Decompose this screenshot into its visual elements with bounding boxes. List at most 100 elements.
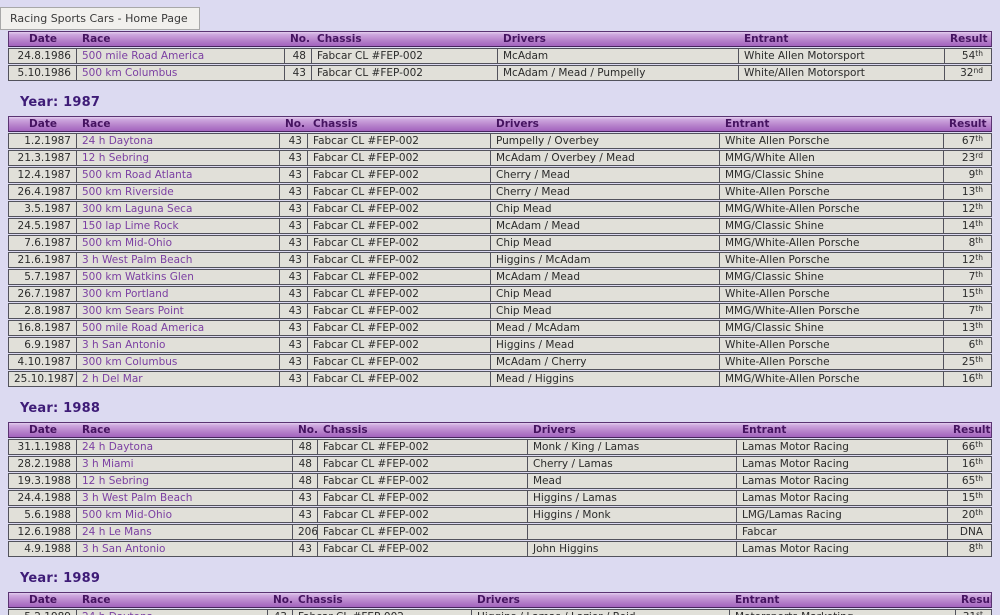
cell-chassis: Fabcar CL #FEP-002	[308, 133, 491, 149]
cell-drivers: McAdam / Overbey / Mead	[491, 150, 720, 166]
cell-race: 2 h Del Mar	[77, 371, 280, 387]
race-link[interactable]: 300 km Sears Point	[82, 305, 184, 317]
cell-no: 43	[280, 218, 308, 234]
cell-no: 43	[280, 133, 308, 149]
cell-drivers: Higgins / Mead	[491, 337, 720, 353]
cell-no: 43	[280, 150, 308, 166]
cell-chassis: Fabcar CL #FEP-002	[308, 201, 491, 217]
race-link[interactable]: 500 mile Road America	[82, 50, 205, 62]
race-link[interactable]: 3 h San Antonio	[82, 339, 166, 351]
column-header-chassis: Chassis	[293, 592, 472, 608]
race-link[interactable]: 3 h Miami	[82, 458, 134, 470]
result-ordinal: th	[975, 49, 983, 58]
cell-chassis: Fabcar CL #FEP-002	[308, 167, 491, 183]
year-heading-1988: Year: 1988	[20, 401, 101, 416]
result-ordinal: th	[975, 457, 983, 466]
race-link[interactable]: 500 km Mid-Ohio	[82, 509, 173, 521]
cell-result: 8th	[944, 235, 992, 251]
cell-date: 3.5.1987	[8, 201, 77, 217]
race-link[interactable]: 3 h West Palm Beach	[82, 254, 193, 266]
cell-result: 16th	[948, 456, 992, 472]
cell-entrant: MMG/White-Allen Porsche	[720, 371, 944, 387]
column-header-date: Date	[8, 422, 77, 438]
cell-result: 66th	[948, 439, 992, 455]
race-link[interactable]: 2 h Del Mar	[82, 373, 143, 385]
race-link[interactable]: 300 km Laguna Seca	[82, 203, 193, 215]
table-row: 3.5.1987 300 km Laguna Seca 43 Fabcar CL #F…	[8, 201, 992, 217]
cell-no: 43	[280, 167, 308, 183]
cell-entrant: White Allen Porsche	[720, 133, 944, 149]
column-header-entrant: Entrant	[739, 31, 945, 47]
cell-race: 500 mile Road America	[77, 320, 280, 336]
results-table-1986: Date Race No. Chassis Drivers Entrant Result 24…	[8, 30, 992, 82]
browser-tab[interactable]: Racing Sports Cars - Home Page	[0, 7, 200, 30]
cell-drivers: Chip Mead	[491, 201, 720, 217]
cell-result: 13th	[944, 184, 992, 200]
cell-date: 21.6.1987	[8, 252, 77, 268]
race-link[interactable]: 500 km Riverside	[82, 186, 174, 198]
cell-race: 500 mile Road America	[77, 48, 285, 64]
cell-entrant: LMG/Lamas Racing	[737, 507, 948, 523]
cell-drivers: Pumpelly / Overbey	[491, 133, 720, 149]
cell-no: 43	[280, 201, 308, 217]
cell-chassis: Fabcar CL #FEP-002	[312, 48, 498, 64]
result-ordinal: rd	[975, 151, 983, 160]
race-link[interactable]: 24 h Daytona	[82, 611, 153, 615]
column-header-entrant: Entrant	[720, 116, 944, 132]
race-link[interactable]: 500 km Columbus	[82, 67, 178, 79]
column-header-date: Date	[8, 116, 77, 132]
column-header-entrant: Entrant	[737, 422, 948, 438]
cell-chassis: Fabcar CL #FEP-002	[318, 507, 528, 523]
cell-result: 8th	[948, 541, 992, 557]
cell-date: 26.4.1987	[8, 184, 77, 200]
table-row: 1.2.1987 24 h Daytona 43 Fabcar CL #FEP-002…	[8, 133, 992, 149]
cell-no: 206	[293, 524, 318, 540]
race-link[interactable]: 500 km Road Atlanta	[82, 169, 193, 181]
race-link[interactable]: 12 h Sebring	[82, 152, 150, 164]
cell-race: 3 h San Antonio	[77, 337, 280, 353]
table-row: 12.6.1988 24 h Le Mans 206 Fabcar CL #FEP-0…	[8, 524, 992, 540]
cell-date: 6.9.1987	[8, 337, 77, 353]
cell-date: 28.2.1988	[8, 456, 77, 472]
column-header-race: Race	[77, 592, 268, 608]
race-link[interactable]: 500 km Watkins Glen	[82, 271, 194, 283]
table-row: 25.10.1987 2 h Del Mar 43 Fabcar CL #FEP-00…	[8, 371, 992, 387]
cell-chassis: Fabcar CL #FEP-002	[308, 303, 491, 319]
race-link[interactable]: 300 km Columbus	[82, 356, 178, 368]
cell-chassis: Fabcar CL #FEP-002	[308, 252, 491, 268]
race-link[interactable]: 12 h Sebring	[82, 475, 150, 487]
cell-chassis: Fabcar CL #FEP-002	[308, 354, 491, 370]
cell-no: 43	[280, 371, 308, 387]
race-link[interactable]: 500 km Mid-Ohio	[82, 237, 173, 249]
race-link[interactable]: 3 h San Antonio	[82, 543, 166, 555]
race-link[interactable]: 300 km Portland	[82, 288, 169, 300]
column-header-no: No.	[285, 31, 312, 47]
table-row: 6.9.1987 3 h San Antonio 43 Fabcar CL #FEP-…	[8, 337, 992, 353]
race-link[interactable]: 24 h Daytona	[82, 135, 154, 147]
results-table-1988: Date Race No. Chassis Drivers Entrant Result 31…	[8, 421, 992, 558]
race-link[interactable]: 24 h Le Mans	[82, 526, 152, 538]
race-link[interactable]: 24 h Daytona	[82, 441, 154, 453]
table-row: 19.3.1988 12 h Sebring 48 Fabcar CL #FEP-00…	[8, 473, 992, 489]
year-heading-1987: Year: 1987	[20, 95, 101, 110]
cell-entrant: White/Allen Motorsport	[739, 65, 945, 81]
table-row: 5.10.1986 500 km Columbus 43 Fabcar CL #FEP…	[8, 65, 992, 81]
cell-no: 48	[293, 439, 318, 455]
race-link[interactable]: 150 lap Lime Rock	[82, 220, 179, 232]
cell-drivers	[528, 524, 737, 540]
cell-no: 43	[293, 507, 318, 523]
cell-race: 500 km Mid-Ohio	[77, 507, 293, 523]
cell-chassis: Fabcar CL #FEP-002	[308, 371, 491, 387]
cell-race: 12 h Sebring	[77, 473, 293, 489]
cell-chassis: Fabcar CL #FEP-002	[308, 235, 491, 251]
cell-result: 65th	[948, 473, 992, 489]
cell-no: 43	[293, 490, 318, 506]
result-ordinal: nd	[973, 66, 983, 75]
cell-race: 24 h Le Mans	[77, 524, 293, 540]
cell-race: 500 km Mid-Ohio	[77, 235, 280, 251]
race-link[interactable]: 3 h West Palm Beach	[82, 492, 193, 504]
race-link[interactable]: 500 mile Road America	[82, 322, 205, 334]
cell-date: 2.8.1987	[8, 303, 77, 319]
results-table-1989: DateRaceNo.ChassisDriversEntrantResult5.…	[8, 591, 992, 615]
cell-entrant: Fabcar	[737, 524, 948, 540]
